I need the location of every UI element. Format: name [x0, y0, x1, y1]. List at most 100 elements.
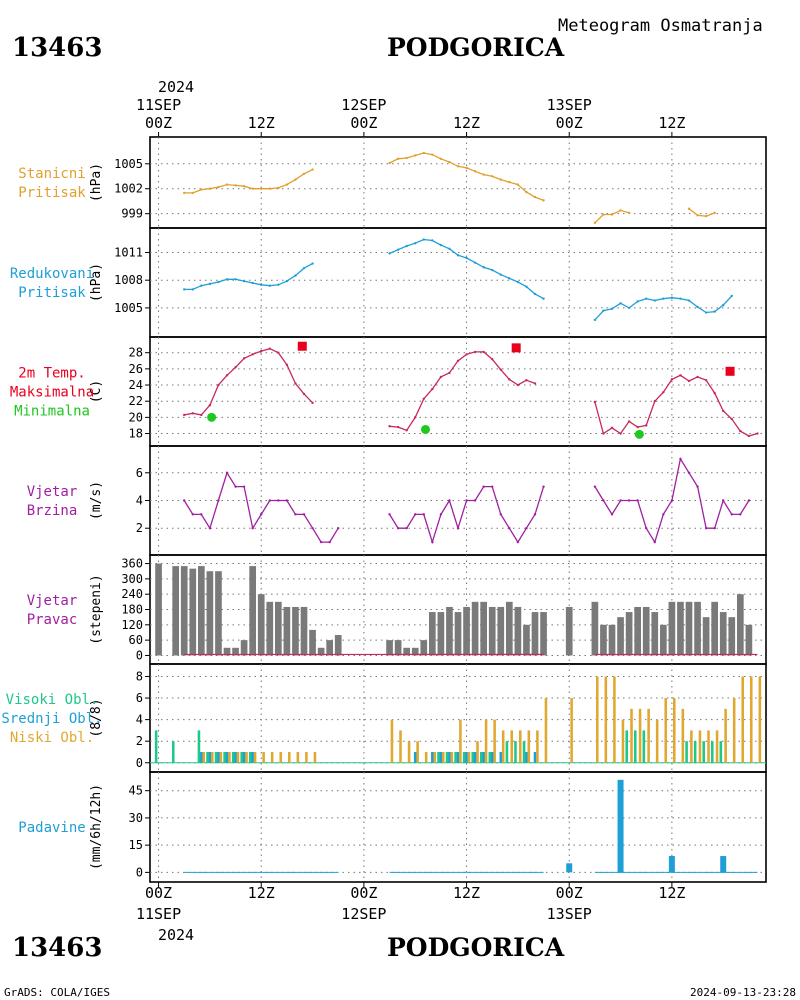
data-point	[294, 178, 297, 181]
cloud-bar-high	[437, 751, 440, 763]
data-point	[431, 153, 434, 156]
series-line	[594, 374, 758, 437]
data-point	[627, 211, 631, 215]
data-point	[456, 359, 460, 362]
data-point	[542, 199, 545, 202]
cloud-bar-mid	[242, 751, 246, 763]
data-point	[636, 300, 639, 303]
data-point	[602, 213, 605, 216]
bottom-date-label: 11SEP	[136, 905, 181, 923]
wind-direction-bar	[206, 571, 214, 656]
data-point	[388, 252, 391, 255]
wind-direction-bar	[719, 612, 727, 656]
wind-direction-bar	[292, 606, 299, 656]
data-point	[704, 311, 708, 314]
cloud-bar-low	[655, 719, 659, 763]
wind-direction-bar	[249, 566, 257, 656]
data-point	[730, 294, 733, 298]
data-point	[473, 499, 477, 502]
y-tick-label: 4	[136, 713, 143, 727]
top-date-label: 13SEP	[547, 96, 592, 114]
data-point	[439, 157, 443, 160]
data-point	[619, 209, 622, 212]
series-line	[184, 169, 313, 194]
cloud-bar-mid	[499, 751, 503, 763]
cloud-bar-high	[171, 741, 175, 763]
data-point	[242, 485, 246, 488]
data-point	[499, 513, 502, 516]
y-axis-title: (C)	[89, 380, 104, 403]
data-point	[217, 499, 220, 502]
data-point	[277, 283, 280, 287]
data-point	[302, 172, 306, 175]
data-point	[251, 353, 254, 356]
cloud-bar-low	[407, 741, 411, 763]
data-point	[277, 499, 280, 502]
y-tick-label: 8	[136, 669, 143, 683]
top-date-label: 12SEP	[341, 96, 386, 114]
data-point	[645, 424, 648, 427]
data-point	[260, 283, 263, 287]
data-point	[499, 273, 502, 276]
wind-direction-bar	[617, 617, 624, 656]
data-point	[242, 185, 246, 188]
top-hour-label: 12Z	[453, 114, 480, 132]
data-point	[448, 499, 451, 502]
cloud-bar-low	[442, 751, 445, 763]
wind-direction-bar	[172, 566, 180, 656]
panel-station_pressure: 999 1002 1005 (hPa) Stanicni Pritisak	[18, 136, 767, 229]
wind-direction-bar	[334, 635, 342, 656]
data-point	[311, 262, 314, 265]
data-point	[499, 368, 502, 371]
data-point	[285, 363, 289, 367]
cloud-bar-low	[724, 708, 727, 763]
data-point	[636, 499, 639, 502]
data-point	[251, 527, 254, 530]
panel-frame	[149, 136, 767, 229]
y-tick-label: 2	[136, 521, 143, 535]
data-point	[431, 239, 434, 242]
data-point	[191, 191, 194, 195]
bottom-date-label: 13SEP	[547, 905, 592, 923]
cloud-bar-high	[479, 751, 483, 763]
data-point	[670, 499, 674, 502]
y-axis-title: (stepeni)	[89, 574, 104, 644]
data-point	[670, 378, 674, 381]
data-point	[687, 471, 691, 474]
data-point	[191, 412, 194, 415]
data-point	[473, 261, 477, 264]
y-tick-label: 45	[129, 784, 143, 798]
cloud-bar-high	[462, 751, 466, 763]
data-point	[730, 417, 733, 421]
wind-direction-bar	[565, 606, 573, 656]
wind-direction-bar	[428, 612, 436, 656]
data-point	[525, 527, 528, 530]
cloud-bar-mid	[456, 751, 460, 763]
cloud-bar-high	[710, 741, 714, 763]
wind-direction-bar	[257, 594, 265, 656]
cloud-bar-low	[638, 708, 642, 763]
y-axis-title: (8/8)	[89, 698, 104, 737]
cloud-bar-low	[450, 751, 454, 763]
data-point	[396, 425, 400, 429]
wind-direction-bar	[488, 606, 496, 656]
data-point	[260, 187, 263, 190]
data-point	[491, 175, 494, 178]
data-point	[610, 513, 614, 516]
y-tick-label: 120	[121, 618, 143, 632]
data-point	[653, 299, 656, 302]
data-point	[414, 513, 417, 516]
series-line	[389, 485, 545, 545]
cloud-bar-mid	[431, 751, 434, 763]
data-point	[482, 485, 485, 488]
data-point	[679, 374, 682, 377]
cloud-bar-mid	[439, 751, 443, 763]
data-point	[251, 281, 254, 285]
cloud-bar-mid	[490, 751, 494, 763]
data-point	[627, 420, 631, 423]
data-point	[294, 513, 297, 516]
cloud-bar-high	[685, 741, 688, 763]
data-point	[491, 357, 494, 361]
data-point	[516, 383, 520, 387]
cloud-bar-high	[206, 751, 209, 763]
